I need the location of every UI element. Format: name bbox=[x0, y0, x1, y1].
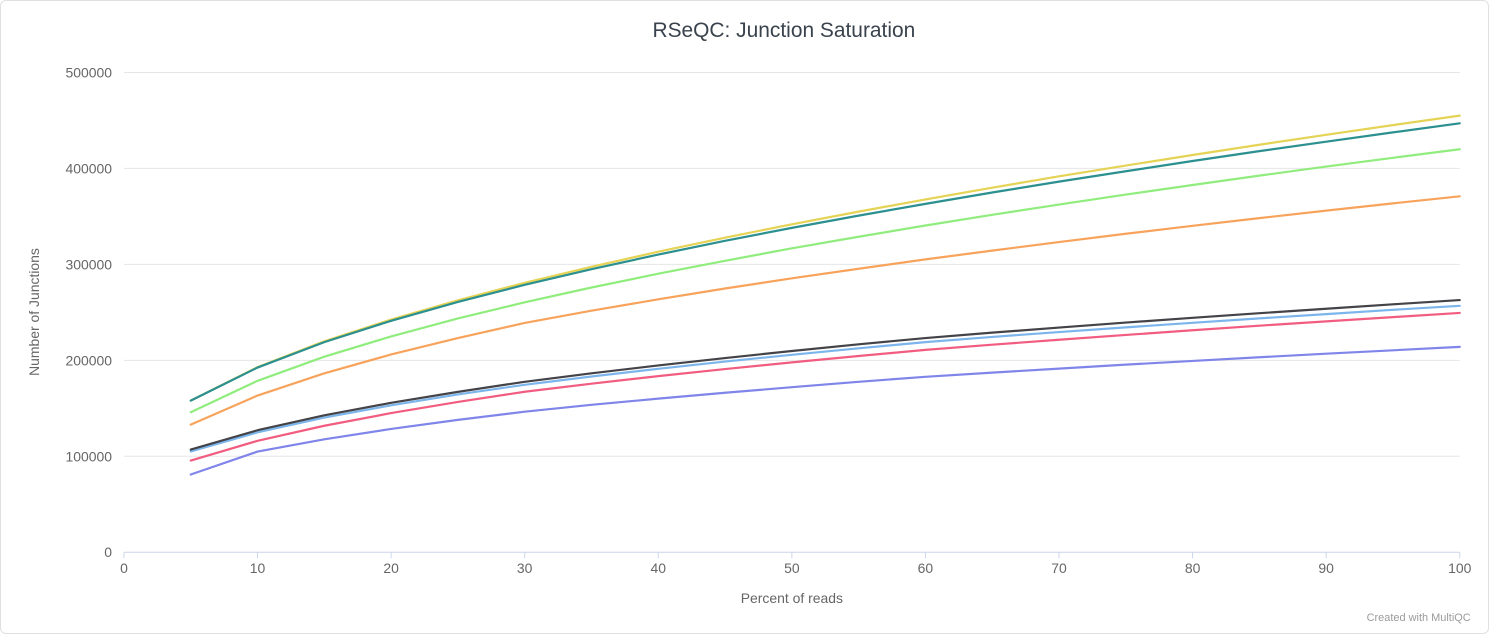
y-tick-label-300000: 300000 bbox=[65, 256, 112, 272]
x-tick-label-60: 60 bbox=[918, 560, 934, 576]
y-tick-label-200000: 200000 bbox=[65, 352, 112, 368]
x-axis bbox=[123, 551, 1461, 559]
y-axis-title: Number of Junctions bbox=[26, 248, 42, 376]
y-tick-label-400000: 400000 bbox=[65, 160, 112, 176]
x-tick-label-0: 0 bbox=[120, 560, 128, 576]
series-line-series-1[interactable] bbox=[189, 304, 1461, 453]
y-tick-label-500000: 500000 bbox=[65, 64, 112, 80]
x-tick-label-70: 70 bbox=[1051, 560, 1067, 576]
chart-title: RSeQC: Junction Saturation bbox=[652, 19, 915, 42]
x-tick-label-80: 80 bbox=[1185, 560, 1201, 576]
y-tick-labels: 0 100000 200000 300000 400000 500000 bbox=[65, 64, 112, 560]
x-tick-label-90: 90 bbox=[1318, 560, 1334, 576]
x-tick-label-50: 50 bbox=[784, 560, 800, 576]
x-tick-label-100: 100 bbox=[1448, 560, 1472, 576]
series-line-series-6[interactable] bbox=[189, 311, 1461, 462]
series-line-series-3[interactable] bbox=[189, 148, 1461, 414]
series-line-series-5[interactable] bbox=[189, 345, 1461, 476]
series-lines bbox=[189, 114, 1461, 476]
x-tick-labels: 0 10 20 30 40 50 60 70 80 90 100 bbox=[120, 560, 1472, 576]
x-tick-label-30: 30 bbox=[517, 560, 533, 576]
y-tick-label-100000: 100000 bbox=[65, 448, 112, 464]
y-tick-label-0: 0 bbox=[104, 544, 112, 560]
series-line-series-7[interactable] bbox=[189, 114, 1461, 402]
multiqc-credit: Created with MultiQC bbox=[1367, 612, 1471, 624]
series-line-series-8[interactable] bbox=[189, 122, 1461, 402]
x-tick-label-10: 10 bbox=[250, 560, 266, 576]
gridlines bbox=[123, 71, 1460, 457]
x-axis-title: Percent of reads bbox=[741, 590, 843, 606]
series-line-series-4[interactable] bbox=[189, 195, 1461, 426]
x-tick-label-40: 40 bbox=[651, 560, 667, 576]
series-line-series-2[interactable] bbox=[189, 298, 1461, 451]
x-tick-label-20: 20 bbox=[383, 560, 399, 576]
